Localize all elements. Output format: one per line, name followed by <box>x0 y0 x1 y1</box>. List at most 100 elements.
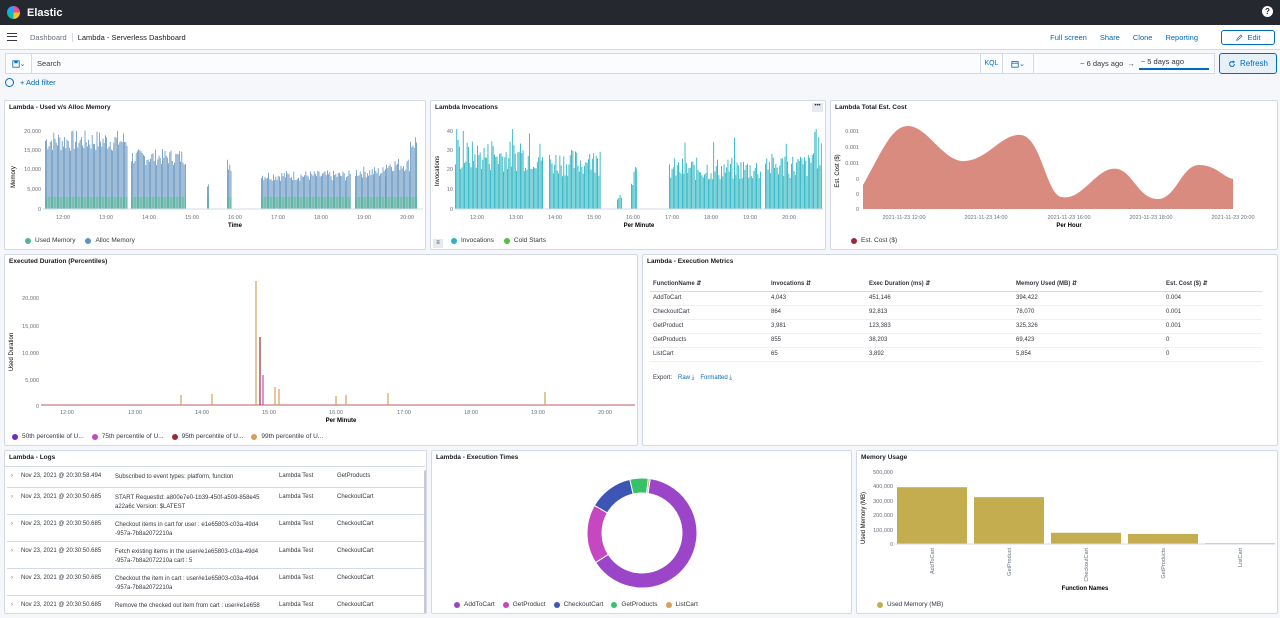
expand-icon[interactable]: › <box>11 473 13 479</box>
table-row[interactable]: › Nov 23, 2021 @ 20:30:50.685 Fetch existi… <box>7 542 426 569</box>
legend-item-used-memory[interactable]: Used Memory <box>25 237 75 244</box>
edit-button[interactable]: Edit <box>1221 30 1275 45</box>
date-start[interactable]: ~ 6 days ago <box>1080 59 1124 68</box>
invocation-bar <box>800 156 801 209</box>
table-row[interactable]: › Nov 23, 2021 @ 20:30:50.685 Checkout the… <box>7 569 426 596</box>
alloc-memory-bar <box>376 173 378 209</box>
alloc-memory-bar <box>339 172 340 209</box>
column-header[interactable]: Est. Cost ($) ⇵ <box>1163 277 1262 292</box>
alloc-memory-bar <box>283 173 285 209</box>
menu-icon[interactable] <box>7 33 17 41</box>
alloc-memory-bar <box>262 175 263 209</box>
legend-toggle-icon[interactable]: ≡ <box>433 239 443 248</box>
used-memory-bar <box>299 197 301 209</box>
legend-item-p75[interactable]: 75th percentile of U... <box>91 433 164 440</box>
legend-item-p50[interactable]: 50th percentile of U... <box>12 433 84 440</box>
x-axis-label: Per Minute <box>326 418 357 424</box>
invocation-bar <box>494 154 495 209</box>
legend-item-getproduct[interactable]: GetProduct <box>502 601 546 608</box>
used-memory-bar <box>410 197 411 209</box>
elastic-logo-icon[interactable] <box>7 6 20 19</box>
alloc-memory-bar <box>71 131 73 209</box>
alloc-memory-bar <box>295 180 297 209</box>
invocation-bar <box>783 176 785 209</box>
x-tick: 12:00 <box>470 215 484 221</box>
add-filter-link[interactable]: + Add filter <box>20 78 56 87</box>
alloc-memory-bar <box>73 148 75 209</box>
legend-item-p99[interactable]: 99th percentile of U... <box>251 433 323 440</box>
invocation-bar <box>774 167 775 209</box>
legend-item-p95[interactable]: 95th percentile of U... <box>171 433 243 440</box>
alloc-memory-bar <box>60 149 62 209</box>
alloc-memory-bar <box>357 175 359 209</box>
column-header[interactable]: Exec Duration (ms) ⇵ <box>866 277 1013 292</box>
invocation-bar <box>500 153 502 209</box>
used-memory-bar <box>309 197 310 209</box>
reporting-link[interactable]: Reporting <box>1165 33 1198 42</box>
legend-item-used-memory-mb[interactable]: Used Memory (MB) <box>877 601 943 608</box>
expand-icon[interactable]: › <box>11 494 13 500</box>
legend-item-checkoutcart[interactable]: CheckoutCart <box>553 601 603 608</box>
table-row[interactable]: › Nov 23, 2021 @ 20:30:50.685 Checkout ite… <box>7 515 426 542</box>
invocation-bar <box>702 177 704 209</box>
used-memory-bar <box>90 197 92 209</box>
table-row[interactable]: › Nov 23, 2021 @ 20:30:50.685 START Reques… <box>7 488 426 515</box>
alloc-memory-bar <box>363 166 365 209</box>
breadcrumb-dashboard[interactable]: Dashboard <box>30 32 73 42</box>
invocation-bar <box>464 162 465 209</box>
export-raw-link[interactable]: Raw ⤓ <box>678 375 695 381</box>
full-screen-link[interactable]: Full screen <box>1050 33 1087 42</box>
alloc-memory-bar <box>64 137 65 209</box>
used-memory-bar <box>133 197 135 209</box>
search-input[interactable]: Search <box>37 59 61 68</box>
filter-options-icon[interactable] <box>5 78 14 87</box>
invocation-bar <box>672 167 674 209</box>
legend-item-invocations[interactable]: Invocations <box>451 237 494 244</box>
share-link[interactable]: Share <box>1099 33 1120 42</box>
expand-icon[interactable]: › <box>11 575 13 581</box>
used-memory-bar <box>397 197 398 209</box>
kql-button[interactable]: KQL <box>980 54 1002 73</box>
column-header[interactable]: Memory Used (MB) ⇵ <box>1013 277 1163 292</box>
date-quick-menu-button[interactable]: ⌄ <box>1002 54 1034 73</box>
expand-icon[interactable]: › <box>11 548 13 554</box>
invocation-bar <box>748 177 750 209</box>
clone-link[interactable]: Clone <box>1132 33 1153 42</box>
panel-options-icon[interactable]: ••• <box>812 103 823 112</box>
legend-item-addtocart[interactable]: AddToCart <box>454 601 495 608</box>
invocation-bar <box>513 145 515 209</box>
date-end[interactable]: ~ 5 days ago <box>1138 57 1209 70</box>
cell: GetProducts <box>650 333 768 348</box>
invocation-bar <box>705 172 707 209</box>
saved-query-button[interactable]: ⌄ <box>6 54 32 73</box>
used-memory-bar <box>323 197 325 209</box>
column-header[interactable]: FunctionName ⇵ <box>650 277 768 292</box>
used-memory-bar <box>386 197 387 209</box>
export-formatted-link[interactable]: Formatted ⤓ <box>700 375 733 381</box>
invocation-bar <box>486 157 488 209</box>
scrollbar[interactable] <box>424 470 426 613</box>
help-icon[interactable]: ? <box>1262 6 1273 17</box>
legend-item-getproducts[interactable]: GetProducts <box>611 601 658 608</box>
used-memory-bar <box>173 197 174 209</box>
expand-icon[interactable]: › <box>11 602 13 608</box>
legend-item-listcart[interactable]: ListCart <box>665 601 698 608</box>
legend-item-alloc-memory[interactable]: Alloc Memory <box>85 237 135 244</box>
expand-icon[interactable]: › <box>11 521 13 527</box>
alloc-memory-bar <box>94 144 95 209</box>
y-tick: 40 <box>447 129 453 135</box>
invocation-bar <box>770 173 772 209</box>
invocation-bar <box>599 151 601 209</box>
legend-item-est-cost[interactable]: Est. Cost ($) <box>851 237 897 244</box>
download-icon: ⤓ <box>729 375 733 381</box>
refresh-button[interactable]: Refresh <box>1219 53 1277 74</box>
alloc-memory-bar <box>59 137 61 209</box>
used-memory-bar <box>279 197 280 209</box>
alloc-memory-bar <box>124 141 125 209</box>
table-row[interactable]: › Nov 23, 2021 @ 20:30:58.494 Subscribed t… <box>7 467 426 488</box>
table-row[interactable]: › Nov 23, 2021 @ 20:30:50.685 Remove the c… <box>7 596 426 613</box>
used-memory-bar <box>230 197 232 209</box>
column-header[interactable]: Invocations ⇵ <box>768 277 866 292</box>
y-tick: 100,000 <box>873 528 893 534</box>
legend-item-cold-starts[interactable]: Cold Starts <box>503 237 546 244</box>
